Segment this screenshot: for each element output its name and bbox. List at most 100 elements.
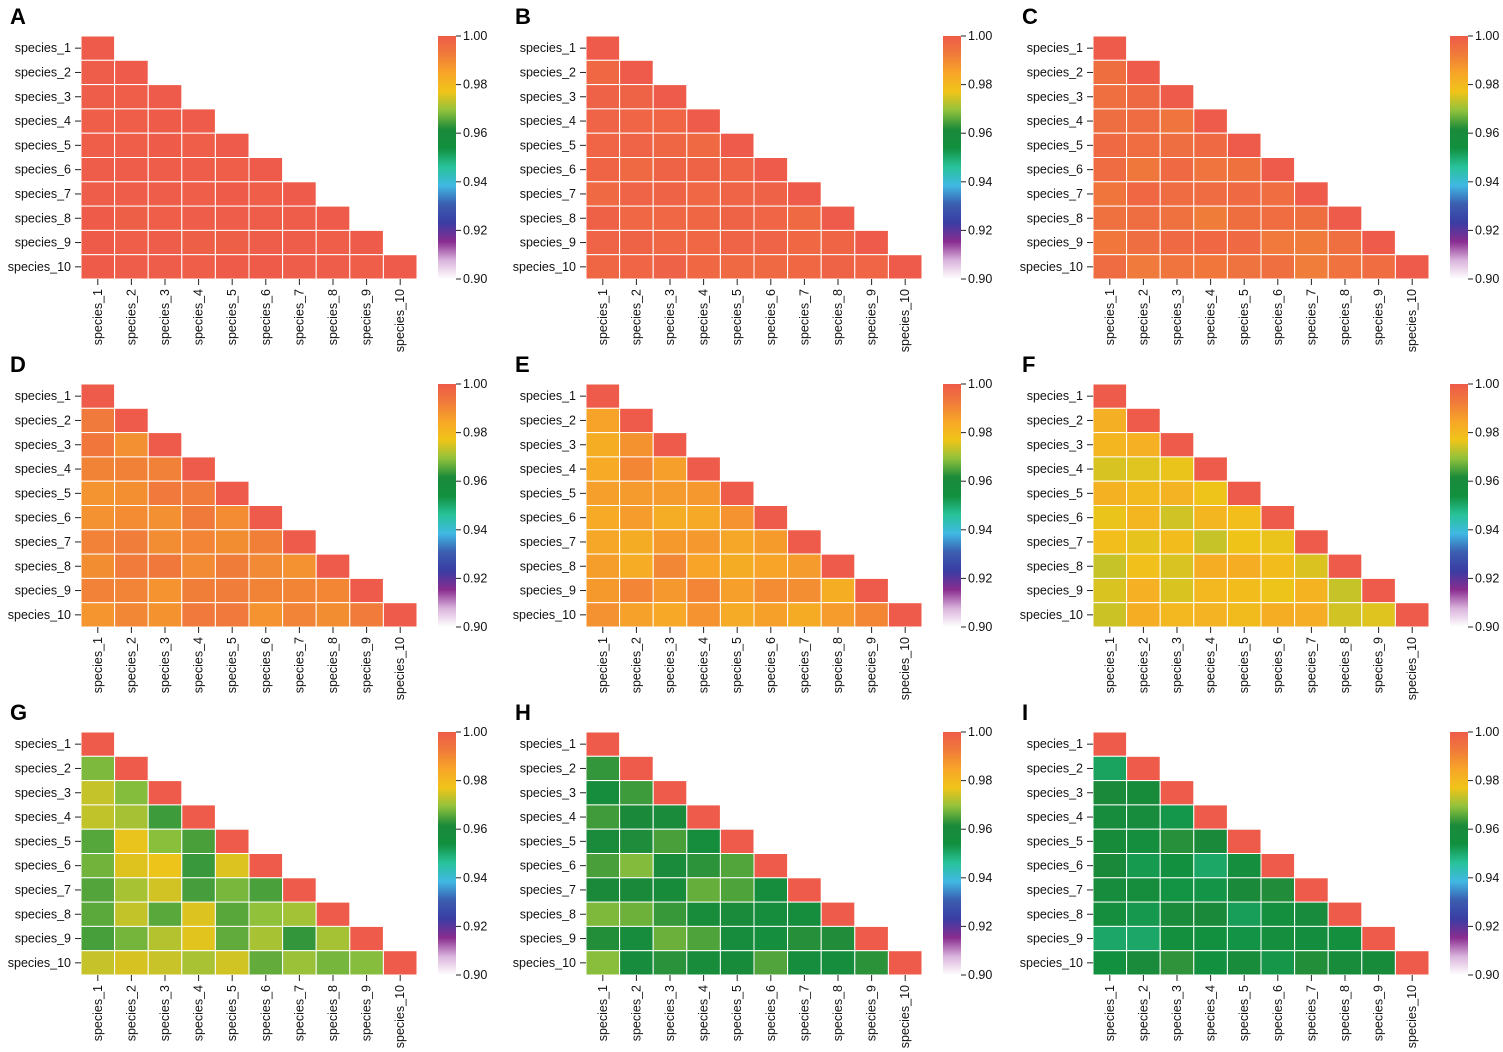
heatmap-cell <box>1092 529 1128 555</box>
heatmap-cell <box>719 132 755 158</box>
heatmap-cell <box>652 480 688 507</box>
heatmap-cell <box>619 407 654 434</box>
heatmap-cell <box>214 577 250 604</box>
heatmap-cell <box>80 456 116 482</box>
heatmap-cell <box>820 901 856 927</box>
heatmap-cell <box>1327 602 1363 628</box>
panel-letter: B <box>515 4 531 29</box>
colorbar <box>1450 384 1468 627</box>
x-tick-label: species_7 <box>1304 289 1318 345</box>
heatmap-cell <box>1226 480 1262 507</box>
heatmap-cell <box>282 577 317 604</box>
heatmap-cell <box>686 132 721 158</box>
y-tick-label: species_2 <box>1027 413 1083 427</box>
heatmap-cell <box>1260 901 1296 927</box>
heatmap-cell <box>1092 505 1128 531</box>
y-tick-label: species_7 <box>15 535 71 549</box>
colorbar-tick-label: 0.90 <box>968 272 992 286</box>
colorbar-tick-label: 0.96 <box>1475 822 1499 836</box>
x-tick-label: species_1 <box>1103 637 1117 693</box>
heatmap-cell <box>1092 480 1128 507</box>
x-tick-label: species_2 <box>124 289 138 345</box>
heatmap-cell <box>80 432 116 458</box>
heatmap-cell <box>181 254 216 280</box>
x-tick-label: species_9 <box>1372 985 1386 1041</box>
colorbar-tick-label: 0.94 <box>968 175 992 189</box>
heatmap-cell <box>114 480 149 507</box>
heatmap-cell <box>1193 529 1228 555</box>
x-tick-label: species_10 <box>1405 637 1419 700</box>
colorbar-tick-label: 1.00 <box>1475 377 1499 391</box>
heatmap-cell <box>619 84 654 110</box>
heatmap-cell <box>1294 901 1329 927</box>
heatmap-cell <box>619 925 654 952</box>
heatmap-cell <box>652 925 688 952</box>
heatmap-cell <box>585 505 621 531</box>
heatmap-cell <box>1226 157 1262 183</box>
heatmap-cell <box>1260 181 1296 207</box>
heatmap-cell <box>1361 602 1396 628</box>
heatmap-cell <box>147 480 183 507</box>
heatmap-cell <box>1260 157 1296 183</box>
x-tick-label: species_4 <box>192 289 206 345</box>
heatmap-cell <box>1260 925 1296 952</box>
y-tick-label: species_5 <box>520 138 576 152</box>
heatmap-cell <box>147 853 183 879</box>
heatmap-cell <box>147 901 183 927</box>
panel-letter: G <box>10 700 27 725</box>
heatmap-cell <box>686 828 721 855</box>
x-tick-label: species_9 <box>865 289 879 345</box>
y-tick-label: species_4 <box>520 810 576 824</box>
y-tick-label: species_10 <box>1020 608 1083 622</box>
colorbar-tick-label: 0.98 <box>463 78 487 92</box>
y-tick-label: species_7 <box>520 535 576 549</box>
heatmap-cell <box>619 529 654 555</box>
heatmap-cell <box>686 804 721 830</box>
heatmap-cell <box>1361 950 1396 976</box>
heatmap-cell <box>114 456 149 482</box>
heatmap-cell <box>1092 950 1128 976</box>
panel-I: Ispecies_1species_2species_3species_4spe… <box>1020 700 1500 1048</box>
heatmap-cell <box>1193 950 1228 976</box>
heatmap-cell <box>820 602 856 628</box>
heatmap-cell <box>80 132 116 158</box>
heatmap-cell <box>1193 108 1228 134</box>
y-tick-label: species_3 <box>15 786 71 800</box>
heatmap-cell <box>181 577 216 604</box>
heatmap-cell <box>1159 804 1195 830</box>
panel-C: Cspecies_1species_2species_3species_4spe… <box>1020 4 1500 352</box>
heatmap-cell <box>147 157 183 183</box>
heatmap-cell <box>349 925 384 952</box>
heatmap-cell <box>585 181 621 207</box>
x-tick-label: species_3 <box>158 985 172 1041</box>
colorbar-tick-label: 0.98 <box>968 426 992 440</box>
heatmap-cell <box>1092 602 1128 628</box>
heatmap-cell <box>214 505 250 531</box>
heatmap-cell <box>686 456 721 482</box>
heatmap-cell <box>80 181 116 207</box>
heatmap-cell <box>719 602 755 628</box>
heatmap-cell <box>315 901 351 927</box>
heatmap-cell <box>1193 157 1228 183</box>
heatmap-cell <box>315 950 351 976</box>
heatmap-cell <box>719 480 755 507</box>
heatmap-cell <box>1193 877 1228 903</box>
colorbar-tick-label: 0.96 <box>968 126 992 140</box>
heatmap-cell <box>80 157 116 183</box>
y-tick-label: species_3 <box>1027 438 1083 452</box>
y-tick-label: species_6 <box>1027 163 1083 177</box>
heatmap-cell <box>619 553 654 579</box>
heatmap-cell <box>1294 205 1329 231</box>
heatmap-cell <box>854 229 889 256</box>
heatmap-cell <box>719 950 755 976</box>
heatmap-cell <box>114 901 149 927</box>
y-tick-label: species_9 <box>1027 584 1083 598</box>
heatmap-cell <box>753 577 789 604</box>
heatmap-cell <box>585 780 621 806</box>
y-tick-label: species_7 <box>15 187 71 201</box>
x-tick-label: species_1 <box>596 985 610 1041</box>
y-tick-label: species_6 <box>520 511 576 525</box>
heatmap-cell <box>80 84 116 110</box>
heatmap-cell <box>686 480 721 507</box>
heatmap-cell <box>214 132 250 158</box>
